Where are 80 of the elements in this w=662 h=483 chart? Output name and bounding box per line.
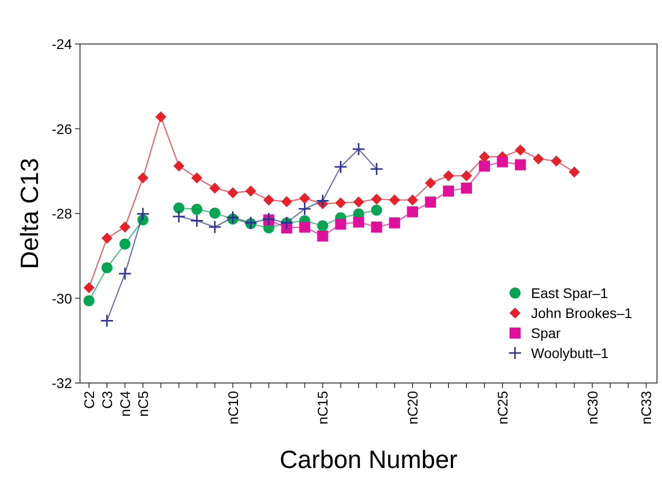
point [299, 222, 310, 233]
point [119, 238, 130, 250]
point [101, 262, 112, 274]
x-tick-label: nC10 [224, 390, 241, 424]
point [263, 194, 274, 206]
point [371, 194, 382, 205]
point [568, 166, 580, 178]
point [173, 160, 184, 172]
point [478, 151, 490, 162]
point [335, 197, 346, 208]
legend-label: East Spar–1 [531, 285, 608, 301]
point [352, 142, 366, 156]
point [334, 160, 348, 174]
x-tick-label: nC15 [314, 390, 331, 424]
point [478, 160, 490, 172]
point [190, 214, 204, 228]
x-tick-label: nC30 [584, 390, 600, 424]
x-tick-label: nC4 [116, 390, 133, 417]
x-tick-label: C2 [80, 390, 97, 409]
point [209, 208, 220, 219]
point [317, 220, 328, 232]
point [442, 186, 454, 197]
point [281, 196, 292, 208]
point [550, 155, 562, 166]
legend-label: John Brookes–1 [531, 305, 632, 321]
point [83, 282, 94, 294]
point [389, 217, 400, 228]
point [299, 192, 310, 204]
point [226, 210, 240, 224]
x-tick-label: nC5 [134, 390, 151, 417]
x-tick-label: nC25 [494, 390, 510, 424]
point [335, 218, 346, 230]
point [83, 295, 94, 306]
point [208, 220, 222, 234]
point [209, 182, 220, 194]
point [353, 216, 364, 228]
y-axis-title: Delta C13 [16, 158, 44, 270]
y-tick-label: -28 [52, 206, 72, 222]
point [191, 172, 202, 184]
point [191, 204, 202, 215]
point [172, 210, 186, 224]
y-tick-label: -26 [52, 120, 72, 137]
x-tick-label: nC20 [404, 390, 421, 424]
point [514, 144, 526, 156]
point [425, 196, 436, 208]
point [425, 177, 436, 188]
point [532, 153, 544, 164]
point [100, 314, 114, 328]
point [460, 182, 472, 194]
point [353, 196, 364, 208]
x-tick-label: C3 [98, 390, 115, 409]
point [119, 222, 130, 233]
point [155, 111, 166, 122]
legend-label: Woolybutt–1 [531, 345, 609, 361]
point [460, 170, 472, 182]
point [137, 172, 148, 184]
point [514, 159, 526, 170]
point [298, 202, 312, 216]
point [245, 186, 256, 197]
point [316, 194, 330, 208]
point [407, 206, 418, 218]
point [136, 207, 150, 221]
y-tick-label: -32 [52, 375, 72, 391]
y-tick-label: -30 [52, 290, 72, 306]
y-tick-label: -24 [52, 36, 72, 52]
point [371, 222, 382, 233]
point [227, 187, 238, 198]
x-axis-title: Carbon Number [280, 446, 458, 474]
legend-label: Spar [531, 325, 561, 341]
point [407, 194, 418, 206]
point [442, 170, 454, 182]
point [389, 194, 400, 206]
point [371, 204, 382, 216]
point [317, 230, 328, 242]
point [496, 156, 508, 168]
x-tick-label: nC33 [638, 390, 654, 424]
point [370, 162, 384, 176]
point [173, 202, 184, 214]
point [101, 232, 112, 244]
point [118, 266, 132, 280]
